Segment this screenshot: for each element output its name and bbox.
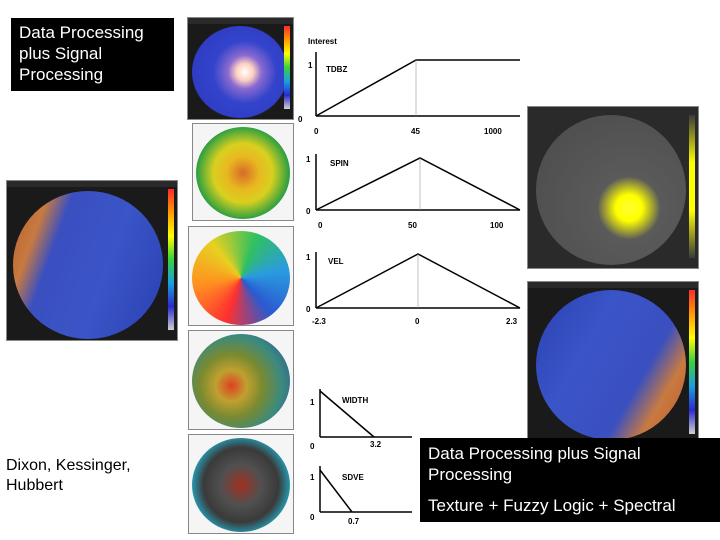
x-tick-label: 0.7 [348, 517, 360, 526]
x-tick-label: 100 [490, 221, 504, 230]
y-bottom-label: 0 [298, 115, 303, 124]
radar-image-right-clutter-map [527, 106, 699, 269]
y-bottom-label: 0 [310, 513, 315, 522]
bottom-right-label-line: Processing [428, 465, 513, 484]
radar-image-vel [188, 226, 294, 326]
chart-name: SPIN [330, 159, 349, 168]
y-bottom-label: 0 [306, 207, 311, 216]
x-tick-label: 1000 [484, 127, 502, 136]
top-left-label-line: Data Processing [19, 23, 144, 42]
radar-image-right-reflectivity [527, 281, 699, 445]
bottom-right-label-line: Data Processing plus Signal [428, 444, 641, 463]
radar-image-spin [192, 123, 294, 221]
y-top-label: 1 [306, 253, 311, 262]
chart-name: SDVE [342, 473, 364, 482]
y-bottom-label: 0 [306, 305, 311, 314]
membership-chart-vel: VEL 1 0 -2.3 0 2.3 [306, 252, 521, 326]
y-top-label: 1 [310, 473, 315, 482]
bottom-right-label-box: Data Processing plus Signal Processing T… [420, 438, 720, 522]
bottom-right-label-line: Texture + Fuzzy Logic + Spectral [428, 496, 676, 515]
membership-curve [319, 469, 353, 513]
x-tick-label: -2.3 [312, 317, 326, 326]
top-left-label-line: plus Signal [19, 44, 103, 63]
chart-name: WIDTH [342, 396, 368, 405]
membership-curve [319, 390, 375, 438]
author-credit-line: Hubbert [6, 477, 63, 494]
chart-header: Interest [308, 37, 337, 46]
x-tick-label: 45 [411, 127, 420, 136]
y-top-label: 1 [306, 155, 311, 164]
y-top-label: 1 [310, 398, 315, 407]
x-tick-label: 0 [415, 317, 420, 326]
membership-chart-sdve: SDVE 1 0 0.7 [310, 466, 412, 526]
radar-image-tdbz [187, 17, 294, 120]
x-tick-label: 50 [408, 221, 417, 230]
x-tick-label: 0 [314, 127, 319, 136]
membership-chart-tdbz: Interest TDBZ 1 0 0 45 1000 [298, 37, 520, 136]
radar-image-left-reflectivity [6, 180, 178, 341]
chart-name: TDBZ [326, 65, 347, 74]
chart-name: VEL [328, 257, 344, 266]
radar-image-sdve [188, 434, 294, 534]
x-tick-label: 2.3 [506, 317, 518, 326]
y-top-label: 1 [308, 61, 313, 70]
radar-image-width [188, 330, 294, 430]
top-left-label-line: Processing [19, 65, 104, 84]
y-bottom-label: 0 [310, 442, 315, 451]
top-left-label-box: Data Processing plus Signal Processing [11, 18, 174, 91]
author-credit: Dixon, Kessinger, Hubbert [6, 456, 181, 496]
author-credit-line: Dixon, Kessinger, [6, 457, 131, 474]
x-tick-label: 3.2 [370, 440, 382, 449]
membership-chart-width: WIDTH 1 0 3.2 [310, 389, 412, 451]
x-tick-label: 0 [318, 221, 323, 230]
membership-chart-spin: SPIN 1 0 0 50 100 [306, 154, 521, 230]
